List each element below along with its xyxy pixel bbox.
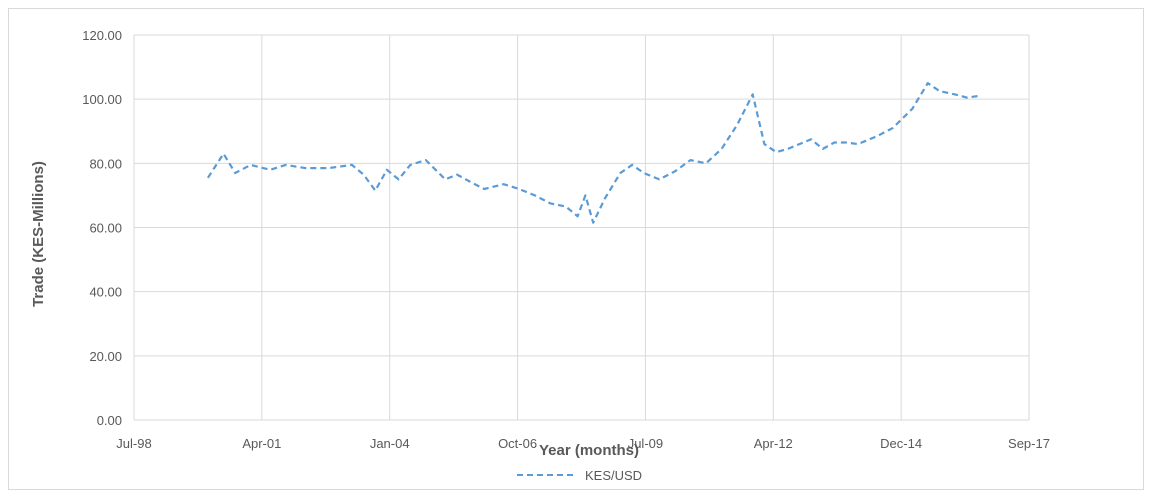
y-tick-label: 80.00	[89, 156, 122, 171]
y-tick-label: 0.00	[97, 413, 122, 428]
x-axis-title: Year (months)	[539, 442, 639, 459]
series-line-kes-usd	[206, 81, 979, 224]
x-tick-label: Jul-09	[628, 436, 663, 451]
x-tick-label: Oct-06	[498, 436, 537, 451]
x-tick-label: Apr-01	[242, 436, 281, 451]
legend: KES/USD	[517, 468, 642, 483]
y-tick-label: 60.00	[89, 221, 122, 236]
y-tick-label: 120.00	[82, 28, 122, 43]
y-tick-label: 40.00	[89, 285, 122, 300]
x-tick-label: Dec-14	[880, 436, 922, 451]
y-axis-title: Trade (KES-Millions)	[30, 161, 47, 307]
x-tick-label: Jan-04	[370, 436, 410, 451]
y-tick-label: 20.00	[89, 349, 122, 364]
y-tick-label: 100.00	[82, 92, 122, 107]
line-chart: 0.00 20.00 40.00 60.00 80.00 100.00 120.00 Jul…	[30, 28, 1050, 483]
legend-label-kes-usd: KES/USD	[585, 468, 642, 483]
x-tick-label: Jul-98	[116, 436, 151, 451]
chart-frame: 0.00 20.00 40.00 60.00 80.00 100.00 120.00 Jul…	[8, 8, 1144, 490]
x-tick-label: Sep-17	[1008, 436, 1050, 451]
x-tick-label: Apr-12	[754, 436, 793, 451]
